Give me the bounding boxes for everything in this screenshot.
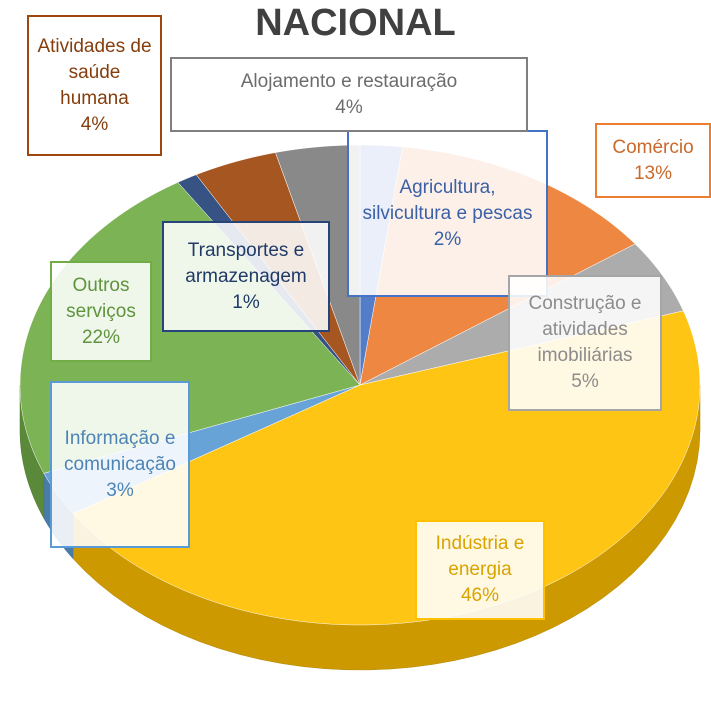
label-name: Indústria e energia <box>435 533 525 580</box>
data-label: Atividades de saúde humana 4% <box>27 15 162 156</box>
label-name: Informação e comunicação <box>64 427 176 475</box>
label-value: 13% <box>633 162 673 184</box>
label-name: Atividades de saúde humana <box>37 35 152 109</box>
data-label: Construção e atividades imobiliárias 5% <box>508 275 662 411</box>
label-name: Alojamento e restauração <box>240 70 458 92</box>
data-label: Comércio 13% <box>595 123 711 198</box>
label-name: Transportes e armazenagem <box>185 239 307 287</box>
label-value: 5% <box>571 371 599 392</box>
label-value: 46% <box>460 585 500 606</box>
label-value: 4% <box>80 113 109 135</box>
data-label: Informação e comunicação 3% <box>50 381 190 548</box>
data-label: Transportes e armazenagem 1% <box>162 221 330 332</box>
label-name: Comércio <box>612 136 694 158</box>
label-value: 1% <box>232 291 260 313</box>
label-name: Agricultura, silvicultura e pescas <box>362 176 533 224</box>
data-label: Indústria e energia 46% <box>415 520 545 620</box>
chart-title: NACIONAL <box>255 2 456 44</box>
label-value: 4% <box>335 96 363 118</box>
label-value: 2% <box>433 228 462 250</box>
data-label: Outros serviços 22% <box>50 261 152 362</box>
data-label: Alojamento e restauração 4% <box>170 57 528 132</box>
label-value: 22% <box>81 326 121 348</box>
label-name: Construção e atividades imobiliárias <box>528 293 642 366</box>
label-value: 3% <box>106 479 134 501</box>
data-label: Agricultura, silvicultura e pescas 2% <box>347 130 548 297</box>
label-name: Outros serviços <box>66 274 136 322</box>
